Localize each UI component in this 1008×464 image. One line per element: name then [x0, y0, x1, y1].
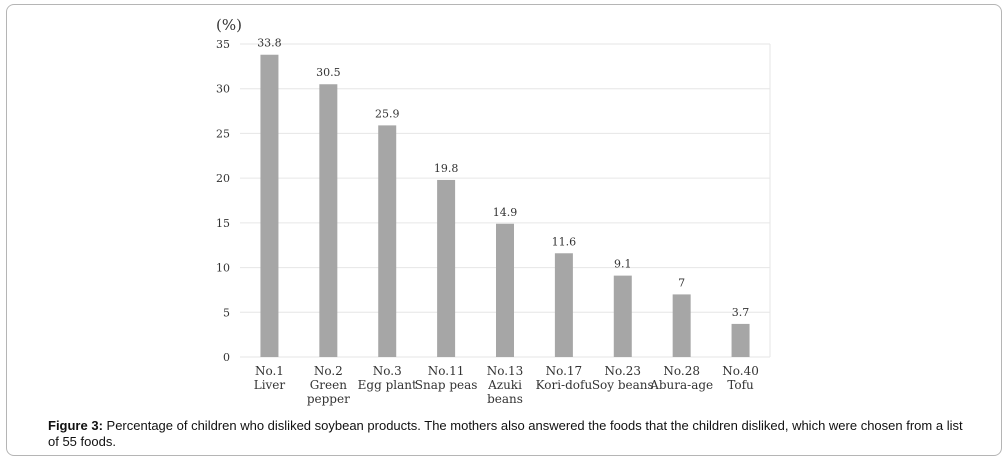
x-tick-label: Azuki: [487, 378, 522, 392]
y-axis-unit-label: (%): [216, 16, 242, 34]
x-tick-label: Egg plant: [358, 378, 417, 392]
x-tick-label: No.1: [255, 364, 284, 378]
y-tick-labels: 0 5 10 15 20 25 30 35: [216, 38, 230, 364]
x-tick-label: Abura-age: [649, 378, 713, 392]
x-tick-label: pepper: [307, 392, 350, 406]
x-tick-label: beans: [487, 392, 523, 406]
x-tick-label: Tofu: [727, 378, 754, 392]
x-tick-label: Green: [310, 378, 348, 392]
x-tick-label: Kori-dofu: [536, 378, 593, 392]
bar: [731, 323, 750, 357]
bar: [260, 54, 279, 357]
x-tick-label: No.11: [428, 364, 465, 378]
x-tick-label: No.40: [722, 364, 759, 378]
y-tick-label: 10: [216, 262, 230, 275]
caption-label: Figure 3:: [48, 418, 103, 433]
data-label: 19.8: [434, 162, 459, 175]
bar: [672, 294, 691, 357]
data-label: 3.7: [732, 306, 750, 319]
x-tick-label: No.2: [314, 364, 343, 378]
data-label: 30.5: [316, 66, 341, 79]
figure-caption: Figure 3: Percentage of children who dis…: [48, 418, 968, 450]
x-tick-label: No.13: [487, 364, 524, 378]
data-label: 11.6: [552, 235, 577, 248]
data-label: 25.9: [375, 107, 400, 120]
data-label: 33.8: [257, 37, 282, 50]
x-tick-label: Soy beans: [592, 378, 654, 392]
y-tick-label: 25: [216, 127, 230, 140]
data-labels: 33.8 30.5 25.9 19.8 14.9 11.6 9.1 7 3.7: [257, 37, 749, 319]
bars: [260, 54, 750, 357]
x-tick-label: No.28: [663, 364, 700, 378]
y-tick-label: 5: [223, 306, 230, 319]
data-label: 9.1: [614, 258, 632, 271]
data-label: 14.9: [493, 206, 518, 219]
y-tick-label: 20: [216, 172, 230, 185]
x-tick-label: No.3: [373, 364, 402, 378]
bar: [319, 84, 338, 357]
bar: [613, 275, 632, 357]
caption-text: Percentage of children who disliked soyb…: [48, 418, 963, 449]
bar: [378, 125, 397, 357]
bar-chart: (%) 0 5 10 15 20 25 30 35 33.8 30.5 25.9 19.8 14.9 1…: [216, 16, 771, 406]
bar: [437, 179, 456, 357]
bar: [554, 253, 573, 357]
x-tick-label: No.23: [604, 364, 641, 378]
y-tick-label: 35: [216, 38, 230, 51]
x-tick-label: Liver: [254, 378, 286, 392]
y-tick-label: 0: [223, 351, 230, 364]
y-tick-label: 15: [216, 217, 230, 230]
x-tick-label: No.17: [546, 364, 583, 378]
x-tick-label: Snap peas: [415, 378, 478, 392]
bar: [496, 223, 514, 357]
data-label: 7: [678, 276, 685, 289]
y-tick-label: 30: [216, 83, 230, 96]
